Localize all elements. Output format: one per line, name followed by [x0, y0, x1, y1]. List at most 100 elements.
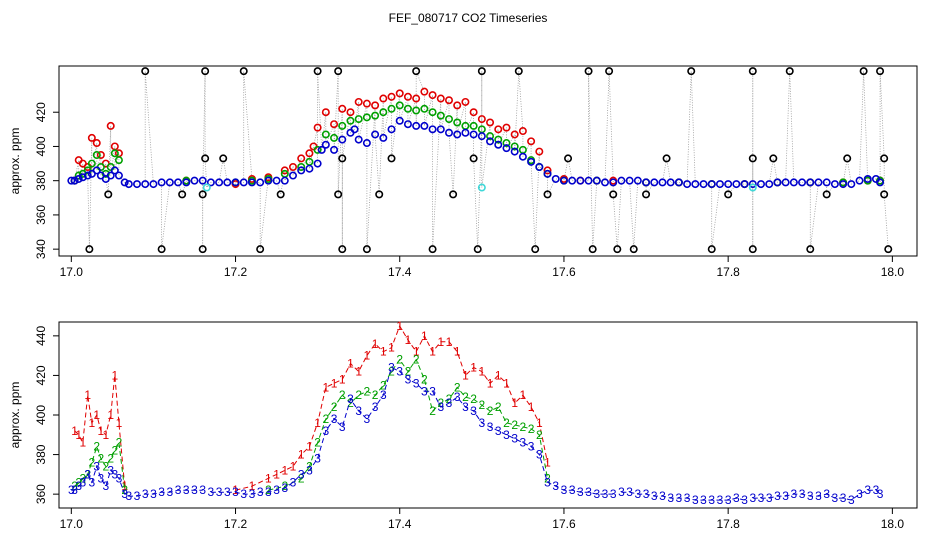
data-point-s3: [157, 178, 166, 187]
series-marker-1: 1: [88, 416, 95, 430]
series-marker-2: 2: [478, 398, 485, 412]
series-marker-2: 2: [405, 364, 412, 378]
series-marker-3: 3: [322, 424, 329, 438]
data-point-s3: [165, 178, 174, 187]
series-marker-3: 3: [232, 485, 239, 499]
data-point-s3: [317, 145, 326, 154]
data-point-s1: [469, 108, 478, 117]
series-marker-1: 1: [396, 319, 403, 333]
data-point-black: [449, 190, 458, 199]
series-marker-3: 3: [71, 483, 78, 497]
data-point-s3: [527, 157, 536, 166]
series-marker-3: 3: [257, 485, 264, 499]
data-point-s1: [453, 101, 462, 110]
series-marker-3: 3: [700, 493, 707, 507]
y-tick-label: 340: [34, 239, 48, 259]
series-marker-2: 2: [388, 364, 395, 378]
series-marker-1: 1: [364, 349, 371, 363]
data-point-s2: [395, 101, 404, 110]
data-point-s3: [798, 178, 807, 187]
data-point-s1: [330, 120, 339, 129]
data-point-s1: [518, 127, 527, 136]
data-point-black: [276, 190, 285, 199]
data-point-s3: [428, 125, 437, 134]
series-marker-3: 3: [111, 467, 118, 481]
series-marker-3: 3: [823, 487, 830, 501]
x-tick-label: 17.0: [60, 517, 84, 531]
data-point-s3: [781, 178, 790, 187]
data-point-s1: [354, 97, 363, 106]
series-marker-3: 3: [676, 491, 683, 505]
series-marker-1: 1: [454, 345, 461, 359]
data-point-black: [412, 67, 421, 76]
series-marker-3: 3: [429, 384, 436, 398]
x-tick-label: 17.6: [552, 265, 576, 279]
data-point-s3: [403, 120, 412, 129]
data-point-s2: [420, 104, 429, 113]
data-point-black: [609, 190, 618, 199]
data-point-s3: [110, 166, 119, 175]
series-marker-1: 1: [290, 459, 297, 473]
series-marker-3: 3: [116, 471, 123, 485]
data-point-s2: [486, 132, 495, 141]
series-marker-1: 1: [102, 428, 109, 442]
data-point-s2: [338, 121, 347, 130]
series-marker-3: 3: [503, 428, 510, 442]
data-point-s3: [453, 130, 462, 139]
series-marker-2: 2: [314, 436, 321, 450]
data-point-black: [564, 154, 573, 163]
data-point-s3: [247, 178, 256, 187]
series-marker-3: 3: [495, 424, 502, 438]
series-marker-2: 2: [380, 378, 387, 392]
data-point-s3: [543, 169, 552, 178]
series-marker-3: 3: [380, 388, 387, 402]
series-marker-3: 3: [815, 489, 822, 503]
data-point-black: [375, 190, 384, 199]
x-tick-label: 17.8: [716, 517, 740, 531]
data-point-s2: [330, 133, 339, 142]
series-marker-3: 3: [125, 489, 132, 503]
data-point-s3: [469, 130, 478, 139]
data-point-s1: [543, 166, 552, 175]
series-marker-2: 2: [121, 483, 128, 497]
data-point-s3: [691, 180, 700, 189]
data-point-s3: [330, 145, 339, 154]
series-marker-2: 2: [116, 436, 123, 450]
x-tick-label: 17.4: [388, 265, 412, 279]
data-point-s3: [666, 178, 675, 187]
data-point-s3: [806, 178, 815, 187]
data-point-s2: [387, 104, 396, 113]
data-point-s3: [584, 176, 593, 185]
series-marker-3: 3: [478, 416, 485, 430]
series-marker-2: 2: [281, 479, 288, 493]
data-point-s2: [379, 108, 388, 117]
series-marker-3: 3: [749, 491, 756, 505]
data-point-s3: [256, 178, 265, 187]
data-point-black: [198, 245, 207, 254]
series-line-1: [74, 375, 126, 487]
series-marker-2: 2: [503, 416, 510, 430]
series-marker-2: 2: [79, 471, 86, 485]
data-point-black: [584, 67, 593, 76]
series-marker-3: 3: [98, 471, 105, 485]
series-marker-1: 1: [298, 448, 305, 462]
series-marker-2: 2: [462, 390, 469, 404]
data-point-s3: [215, 178, 224, 187]
data-point-s3: [264, 176, 273, 185]
data-point-s3: [740, 180, 749, 189]
series-marker-3: 3: [832, 491, 839, 505]
data-point-s3: [120, 178, 129, 187]
series-marker-3: 3: [150, 487, 157, 501]
series-marker-1: 1: [121, 479, 128, 493]
series-marker-3: 3: [183, 483, 190, 497]
data-point-black: [859, 67, 868, 76]
series-marker-3: 3: [372, 400, 379, 414]
series-marker-2: 2: [528, 422, 535, 436]
data-point-s2: [114, 156, 123, 165]
data-point-s3: [863, 174, 872, 183]
series-marker-2: 2: [347, 396, 354, 410]
data-point-s1: [395, 89, 404, 98]
series-marker-3: 3: [240, 487, 247, 501]
data-point-s3: [362, 139, 371, 148]
series-marker-3: 3: [626, 485, 633, 499]
